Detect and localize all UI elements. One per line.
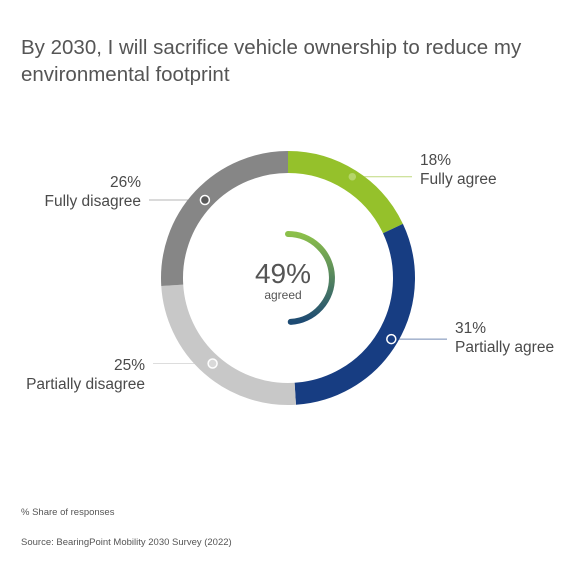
value-label-partially-agree: 31% [455, 320, 486, 337]
category-label-fully-agree: Fully agree [420, 171, 497, 188]
value-label-fully-agree: 18% [420, 152, 451, 169]
chart-title: By 2030, I will sacrifice vehicle owners… [21, 36, 522, 86]
dot-fully-disagree [199, 194, 211, 206]
category-label-partially-agree: Partially agree [455, 339, 554, 356]
category-label-fully-disagree: Fully disagree [45, 193, 142, 210]
segment-labels: 18% Fully agree 31% Partially agree 25% Parti… [26, 152, 554, 393]
dot-fully-agree [347, 171, 358, 182]
label-leaders [149, 171, 447, 369]
segment-fully-agree [287, 151, 403, 234]
agreed-share-arc [285, 231, 335, 325]
center-value: 49% [255, 258, 311, 289]
center-label: agreed [264, 288, 301, 302]
share-note: % Share of responses [21, 507, 115, 518]
value-label-partially-disagree: 25% [114, 357, 145, 374]
value-label-fully-disagree: 26% [110, 174, 141, 191]
category-label-partially-disagree: Partially disagree [26, 376, 145, 393]
source-note: Source: BearingPoint Mobility 2030 Surve… [21, 537, 232, 548]
dot-partially-disagree [207, 358, 218, 369]
segment-partially-agree [294, 223, 415, 405]
dot-partially-agree [386, 333, 397, 345]
